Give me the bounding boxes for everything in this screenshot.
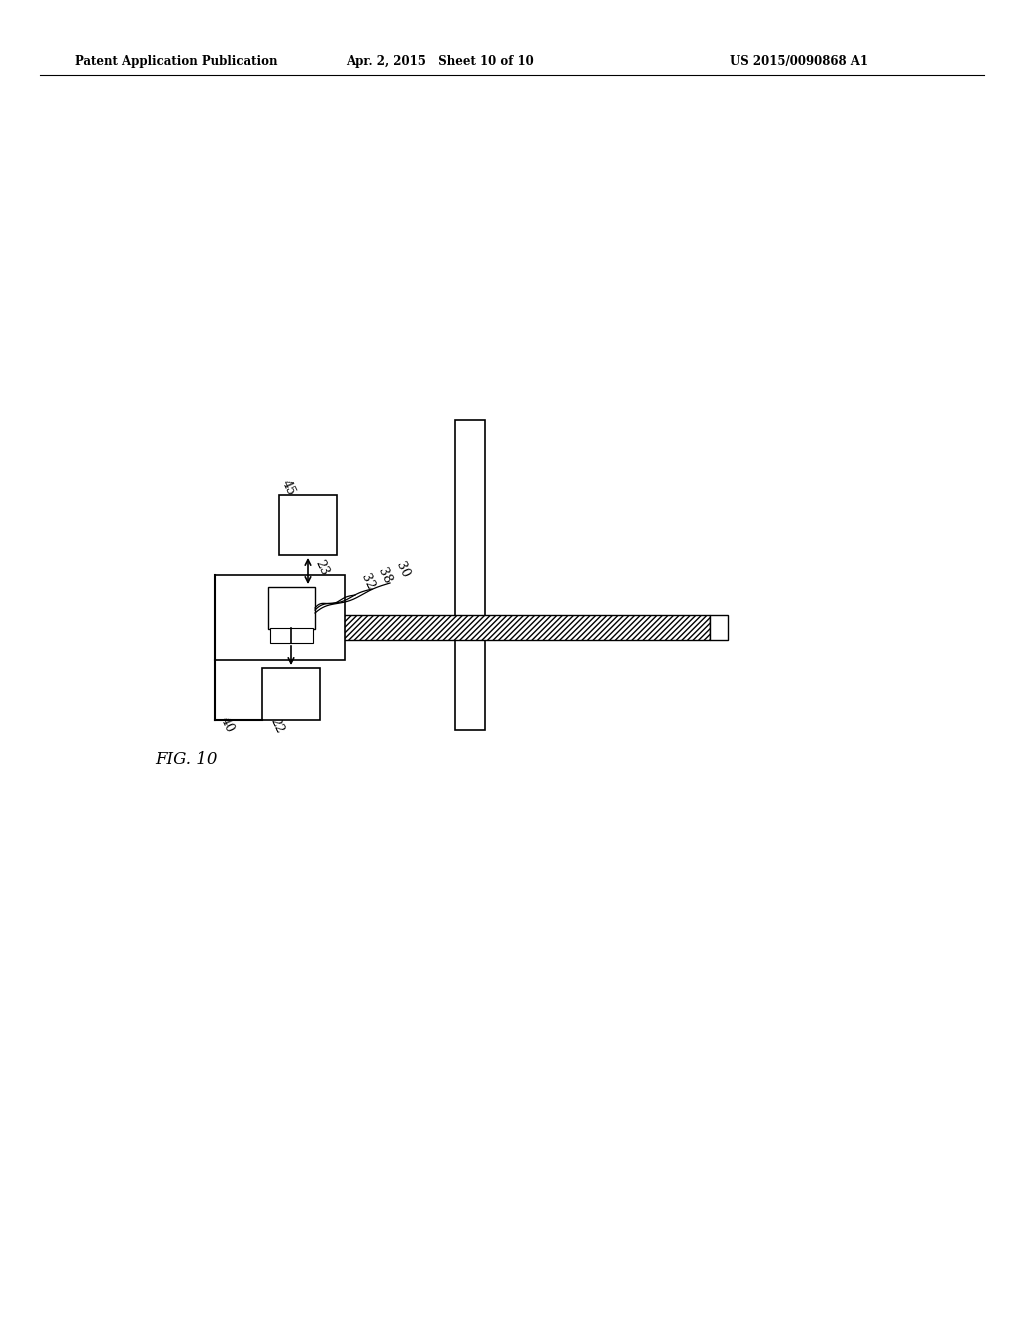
Text: Apr. 2, 2015   Sheet 10 of 10: Apr. 2, 2015 Sheet 10 of 10	[346, 55, 534, 69]
Bar	[279, 495, 337, 554]
Bar	[710, 615, 728, 640]
Bar	[215, 576, 345, 660]
Text: 32: 32	[358, 572, 377, 591]
Text: 22: 22	[268, 717, 287, 735]
Text: 41: 41	[219, 577, 238, 597]
Text: 40: 40	[218, 715, 237, 735]
Bar	[268, 587, 315, 630]
Bar	[262, 668, 319, 719]
Text: FIG. 10: FIG. 10	[155, 751, 217, 768]
Text: 30: 30	[393, 560, 412, 579]
Text: US 2015/0090868 A1: US 2015/0090868 A1	[730, 55, 868, 69]
Text: 23: 23	[312, 558, 331, 578]
Text: 45: 45	[279, 478, 298, 498]
Text: Patent Application Publication: Patent Application Publication	[75, 55, 278, 69]
Bar	[455, 420, 485, 730]
Bar	[215, 615, 710, 640]
Bar	[270, 628, 313, 643]
Text: 38: 38	[375, 566, 393, 586]
